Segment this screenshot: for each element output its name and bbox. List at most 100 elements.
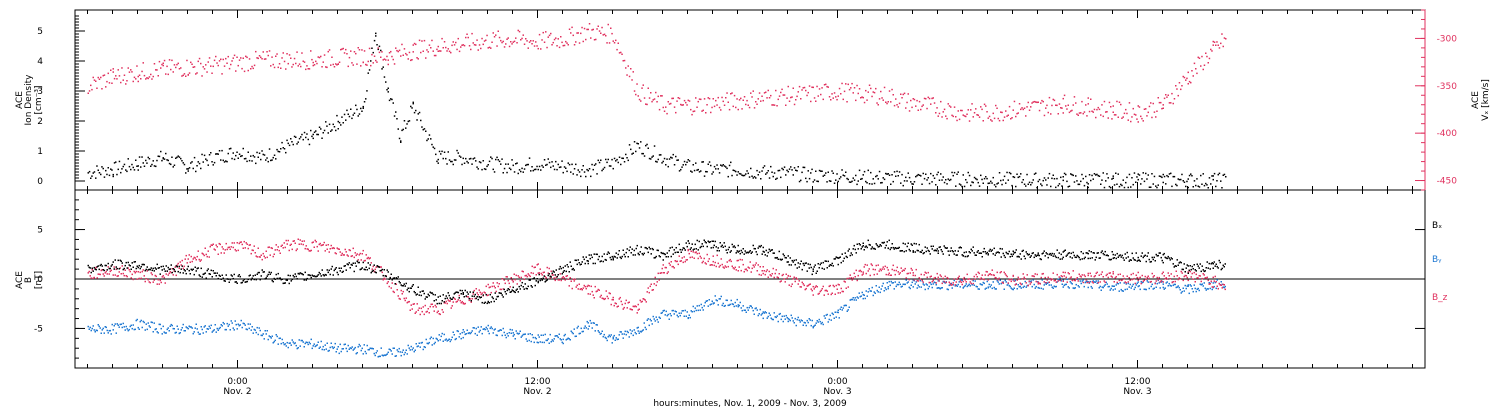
data-point: [244, 241, 246, 243]
data-point: [793, 320, 795, 322]
data-point: [287, 280, 289, 282]
data-point: [1159, 102, 1161, 104]
data-point: [424, 128, 426, 130]
data-point: [1030, 106, 1032, 108]
data-point: [465, 37, 467, 39]
data-point: [803, 87, 805, 89]
data-point: [956, 120, 958, 122]
data-point: [600, 160, 602, 162]
vx-tick-label: -300: [1437, 34, 1458, 44]
data-point: [887, 282, 889, 284]
data-point: [948, 278, 950, 280]
data-point: [1075, 280, 1077, 282]
data-point: [349, 262, 351, 264]
data-point: [898, 271, 900, 273]
data-point: [521, 168, 523, 170]
data-point: [387, 269, 389, 271]
data-point: [650, 319, 652, 321]
data-point: [1035, 101, 1037, 103]
data-point: [677, 315, 679, 317]
data-point: [273, 157, 275, 159]
data-point: [988, 183, 990, 185]
data-point: [293, 275, 295, 277]
data-point: [346, 348, 348, 350]
data-point: [521, 336, 523, 338]
data-point: [264, 338, 266, 340]
data-point: [448, 151, 450, 153]
data-point: [881, 288, 883, 290]
data-point: [344, 254, 346, 256]
density-tick-label: 1: [37, 147, 43, 157]
data-point: [172, 272, 174, 274]
data-point: [671, 315, 673, 317]
data-point: [165, 73, 167, 75]
data-point: [204, 155, 206, 157]
data-point: [674, 106, 676, 108]
data-point: [262, 269, 264, 271]
data-point: [240, 276, 242, 278]
data-point: [1033, 179, 1035, 181]
data-point: [495, 292, 497, 294]
data-point: [270, 274, 272, 276]
data-point: [413, 103, 415, 105]
data-point: [476, 288, 478, 290]
data-point: [647, 320, 649, 322]
data-point: [420, 291, 422, 293]
data-point: [654, 98, 656, 100]
data-point: [663, 107, 665, 109]
data-point: [1103, 116, 1105, 118]
data-point: [345, 119, 347, 121]
data-point: [601, 170, 603, 172]
data-point: [1005, 273, 1007, 275]
data-point: [132, 262, 134, 264]
data-point: [837, 289, 839, 291]
data-point: [304, 132, 306, 134]
data-point: [91, 89, 93, 91]
data-point: [912, 282, 914, 284]
data-point: [141, 320, 143, 322]
data-point: [903, 94, 905, 96]
data-point: [252, 278, 254, 280]
data-point: [776, 105, 778, 107]
data-point: [198, 332, 200, 334]
data-point: [970, 109, 972, 111]
data-point: [400, 55, 402, 57]
data-point: [739, 99, 741, 101]
data-point: [360, 253, 362, 255]
data-point: [735, 302, 737, 304]
data-point: [1026, 286, 1028, 288]
data-point: [655, 320, 657, 322]
data-point: [197, 328, 199, 330]
data-point: [670, 103, 672, 105]
data-point: [1208, 187, 1210, 189]
data-point: [145, 160, 147, 162]
data-point: [1158, 279, 1160, 281]
data-point: [879, 171, 881, 173]
data-point: [511, 277, 513, 279]
data-point: [544, 42, 546, 44]
data-point: [1051, 105, 1053, 107]
data-point: [404, 298, 406, 300]
data-point: [901, 267, 903, 269]
data-point: [712, 264, 714, 266]
data-point: [584, 327, 586, 329]
data-point: [270, 65, 272, 67]
data-point: [712, 301, 714, 303]
data-point: [261, 255, 263, 257]
data-point: [151, 78, 153, 80]
data-point: [915, 176, 917, 178]
data-point: [852, 299, 854, 301]
data-point: [357, 261, 359, 263]
data-point: [159, 267, 161, 269]
data-point: [488, 294, 490, 296]
data-point: [142, 271, 144, 273]
data-point: [1131, 177, 1133, 179]
data-point: [923, 281, 925, 283]
data-point: [90, 327, 92, 329]
data-point: [337, 272, 339, 274]
data-point: [570, 277, 572, 279]
data-point: [730, 162, 732, 164]
data-point: [200, 63, 202, 65]
data-point: [1194, 63, 1196, 65]
data-point: [473, 42, 475, 44]
